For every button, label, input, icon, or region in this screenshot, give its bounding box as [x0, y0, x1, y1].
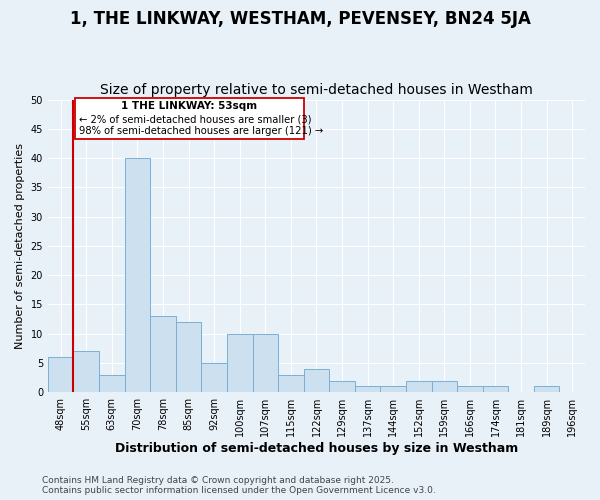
X-axis label: Distribution of semi-detached houses by size in Westham: Distribution of semi-detached houses by …	[115, 442, 518, 455]
Bar	[150, 316, 176, 392]
Bar	[304, 369, 329, 392]
Bar	[176, 322, 202, 392]
Bar	[355, 386, 380, 392]
Bar	[202, 363, 227, 392]
Bar	[482, 386, 508, 392]
Text: Contains HM Land Registry data © Crown copyright and database right 2025.
Contai: Contains HM Land Registry data © Crown c…	[42, 476, 436, 495]
Bar	[253, 334, 278, 392]
Bar	[380, 386, 406, 392]
Bar	[431, 380, 457, 392]
Y-axis label: Number of semi-detached properties: Number of semi-detached properties	[15, 143, 25, 349]
FancyBboxPatch shape	[75, 98, 304, 140]
Bar	[73, 351, 99, 392]
Bar	[227, 334, 253, 392]
Bar	[125, 158, 150, 392]
Title: Size of property relative to semi-detached houses in Westham: Size of property relative to semi-detach…	[100, 83, 533, 97]
Bar	[278, 374, 304, 392]
Bar	[329, 380, 355, 392]
Bar	[406, 380, 431, 392]
Bar	[99, 374, 125, 392]
Text: ← 2% of semi-detached houses are smaller (3): ← 2% of semi-detached houses are smaller…	[79, 114, 311, 124]
Text: 1 THE LINKWAY: 53sqm: 1 THE LINKWAY: 53sqm	[121, 102, 257, 112]
Text: 1, THE LINKWAY, WESTHAM, PEVENSEY, BN24 5JA: 1, THE LINKWAY, WESTHAM, PEVENSEY, BN24 …	[70, 10, 530, 28]
Bar	[457, 386, 482, 392]
Bar	[534, 386, 559, 392]
Text: 98% of semi-detached houses are larger (121) →: 98% of semi-detached houses are larger (…	[79, 126, 323, 136]
Bar	[48, 357, 73, 392]
